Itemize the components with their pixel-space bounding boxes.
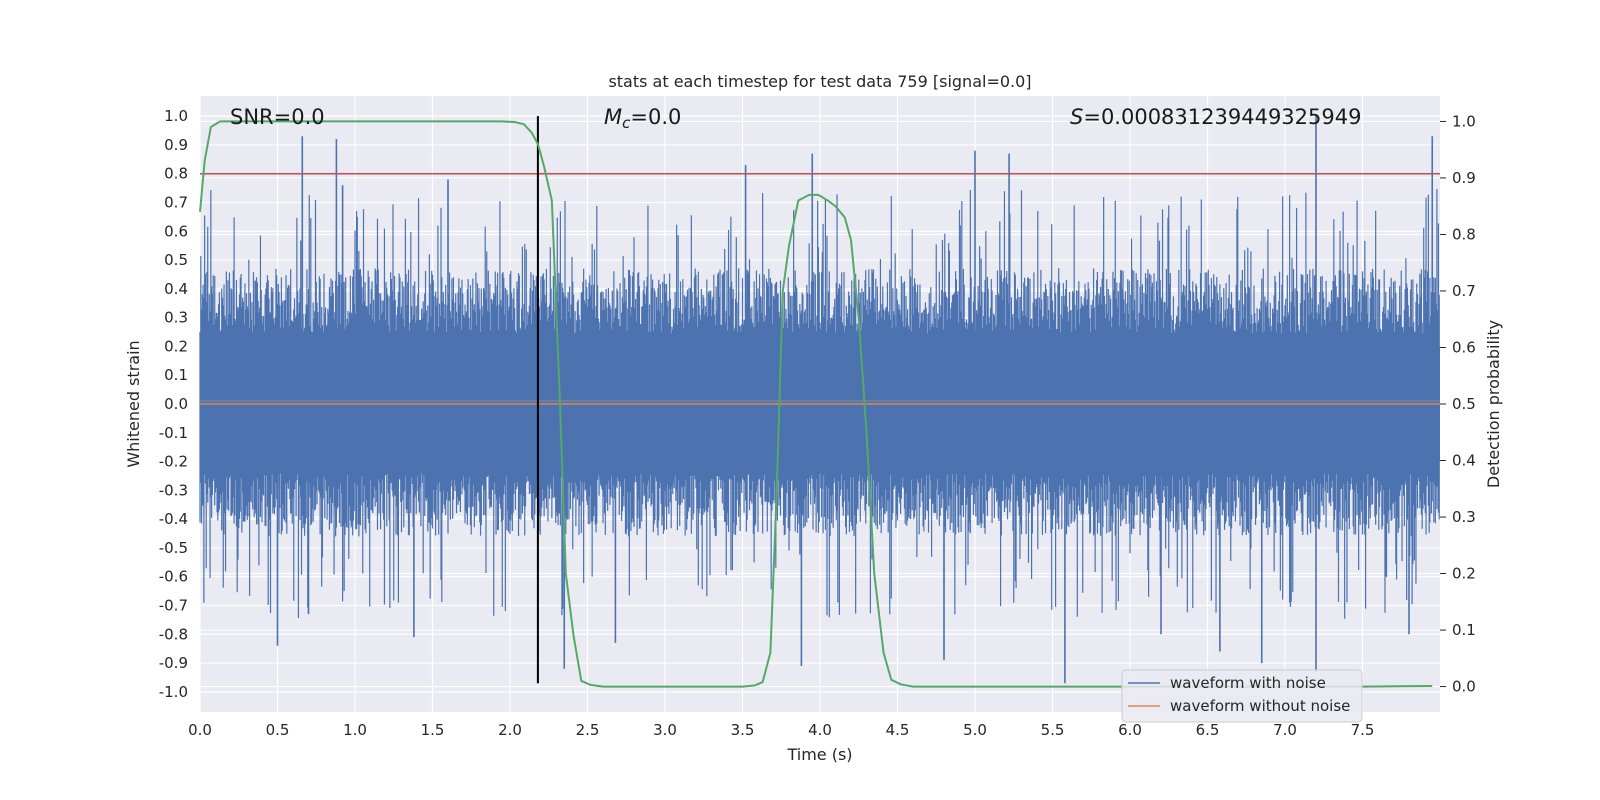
y-axis-label-right: Detection probability xyxy=(1484,320,1503,488)
legend-box xyxy=(1121,669,1363,723)
y-left-tick-label: 0.1 xyxy=(164,366,188,384)
annotation-mc-subscript: c xyxy=(622,114,631,132)
y-left-tick-label: 0.0 xyxy=(164,395,188,413)
x-tick-label: 3.5 xyxy=(731,721,755,739)
annotation-mc-symbol: M xyxy=(604,105,622,129)
y-left-tick-label: 0.5 xyxy=(164,251,188,269)
y-left-tick-label: 1.0 xyxy=(164,107,188,125)
chart-title: stats at each timestep for test data 759… xyxy=(608,72,1031,91)
x-tick-label: 2.5 xyxy=(576,721,600,739)
y-right-tick-label: 0.1 xyxy=(1452,621,1476,639)
annotation-s-value: =0.000831239449325949 xyxy=(1083,105,1361,129)
y-right-tick-label: 0.2 xyxy=(1452,565,1476,583)
y-right-tick-label: 0.6 xyxy=(1452,338,1476,356)
x-tick-label: 5.0 xyxy=(963,721,987,739)
x-axis-label: Time (s) xyxy=(786,745,852,764)
probability-trace xyxy=(199,120,1433,688)
y-left-tick-label: -0.7 xyxy=(159,596,188,614)
x-tick-label: 4.5 xyxy=(886,721,910,739)
y-left-tick-label: 0.2 xyxy=(164,337,188,355)
annotation-mc-value: =0.0 xyxy=(630,105,681,129)
annotation-s: S=0.000831239449325949 xyxy=(1070,105,1361,129)
legend: waveform with noise waveform without noi… xyxy=(1121,669,1363,723)
y-left-tick-label: 0.7 xyxy=(164,194,188,212)
annotation-snr: SNR=0.0 xyxy=(230,105,325,129)
x-tick-label: 0.5 xyxy=(266,721,290,739)
y-right-tick-label: 0.5 xyxy=(1452,395,1476,413)
series-waveform-without-noise xyxy=(200,400,1440,405)
y-left-tick-label: 0.6 xyxy=(164,222,188,240)
x-tick-label: 5.5 xyxy=(1041,721,1065,739)
series-detection-probability xyxy=(199,120,1433,688)
y-left-tick-label: -1.0 xyxy=(159,683,188,701)
y-right-tick-label: 0.4 xyxy=(1452,452,1476,470)
y-right-tick-label: 0.3 xyxy=(1452,508,1476,526)
y-left-tick-label: -0.2 xyxy=(159,453,188,471)
x-tick-label: 1.0 xyxy=(343,721,367,739)
x-tick-label: 6.0 xyxy=(1118,721,1142,739)
y-axis-label-left: Whitened strain xyxy=(124,340,143,467)
y-left-tick-label: -0.9 xyxy=(159,654,188,672)
y-right-tick-label: 0.0 xyxy=(1452,678,1476,696)
y-left-tick-label: 0.8 xyxy=(164,165,188,183)
legend-label-waveform-without-noise: waveform without noise xyxy=(1170,697,1350,715)
y-left-tick-label: 0.9 xyxy=(164,136,188,154)
x-tick-label: 3.0 xyxy=(653,721,677,739)
annotation-s-symbol: S xyxy=(1070,105,1083,129)
y-left-tick-label: -0.3 xyxy=(159,481,188,499)
x-tick-label: 2.0 xyxy=(498,721,522,739)
x-tick-label: 7.0 xyxy=(1273,721,1297,739)
y-left-tick-label: -0.8 xyxy=(159,625,188,643)
y-right-tick-label: 1.0 xyxy=(1452,112,1476,130)
x-tick-label: 4.0 xyxy=(808,721,832,739)
axis-ticks: 0.0 0.5 1.0 1.5 2.0 2.5 3.0 3.5 4.0 4.5 5.0 5.5 6.0 6… xyxy=(159,107,1476,739)
y-left-tick-label: 0.4 xyxy=(164,280,188,298)
y-left-tick-label: 0.3 xyxy=(164,309,188,327)
y-left-tick-label: -0.6 xyxy=(159,568,188,586)
legend-label-waveform-with-noise: waveform with noise xyxy=(1170,674,1326,692)
y-right-tick-label: 0.8 xyxy=(1452,225,1476,243)
y-left-tick-label: -0.5 xyxy=(159,539,188,557)
y-right-tick-label: 0.9 xyxy=(1452,169,1476,187)
x-tick-label: 1.5 xyxy=(421,721,445,739)
y-right-tick-label: 0.7 xyxy=(1452,282,1476,300)
y-left-tick-label: -0.1 xyxy=(159,424,188,442)
x-tick-label: 6.5 xyxy=(1196,721,1220,739)
annotation-mc: Mc=0.0 xyxy=(604,105,681,132)
x-tick-label: 0.0 xyxy=(188,721,212,739)
y-left-tick-label: -0.4 xyxy=(159,510,188,528)
x-tick-label: 7.5 xyxy=(1351,721,1375,739)
